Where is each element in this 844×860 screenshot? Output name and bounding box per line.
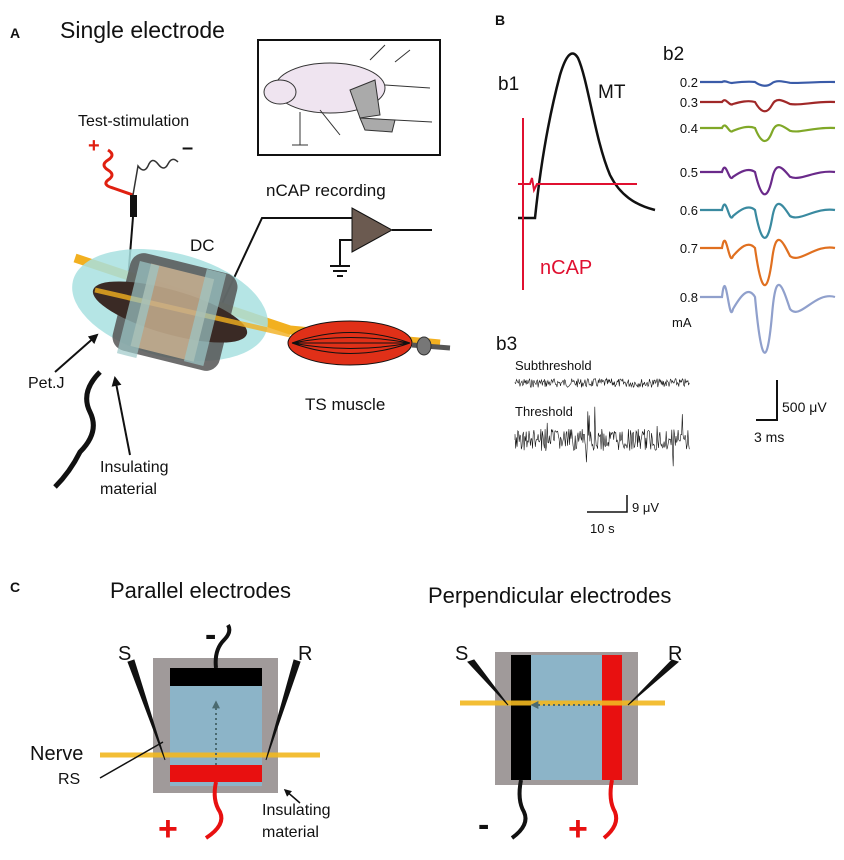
stimulation-wires-part xyxy=(130,195,137,217)
current-labels: 0.2 0.3 0.4 0.5 0.6 0.7 0.8 xyxy=(680,75,698,305)
perpendicular-electrode-part xyxy=(511,655,531,780)
muscle xyxy=(288,321,450,365)
b2-trace xyxy=(700,125,835,141)
perpendicular-electrode-part xyxy=(604,780,616,838)
b2-trace xyxy=(700,167,835,194)
figure: A Single electrode Test-stimulation + – … xyxy=(0,0,844,860)
mt-label: MT xyxy=(598,82,626,103)
panel-label: A xyxy=(10,25,20,41)
recording-label: nCAP recording xyxy=(266,181,386,200)
panel-label: B xyxy=(495,12,505,28)
current-label: 0.2 xyxy=(680,75,698,90)
current-label: 0.7 xyxy=(680,241,698,256)
b2-traces xyxy=(700,81,835,353)
perpendicular-electrode-part xyxy=(512,780,526,838)
r-label: R xyxy=(298,643,312,665)
panel-title: Perpendicular electrodes xyxy=(428,583,671,608)
b2-trace xyxy=(700,240,835,285)
s-label: S xyxy=(118,643,131,665)
current-label: 0.3 xyxy=(680,95,698,110)
plus-sign: + xyxy=(88,135,100,157)
scale-label: 9 μV xyxy=(632,500,659,515)
nerve-label: Nerve xyxy=(30,743,83,765)
parallel-electrode-part xyxy=(170,668,262,686)
panel-a: A Single electrode Test-stimulation + – … xyxy=(10,17,450,498)
insulating-label: Insulating xyxy=(100,459,169,476)
current-label: 0.5 xyxy=(680,165,698,180)
stimulation-wires-part xyxy=(104,150,133,195)
insulating-label: material xyxy=(100,481,157,498)
muscle-part xyxy=(417,337,431,355)
mouse-inset xyxy=(258,40,440,155)
rs-label: RS xyxy=(58,771,80,788)
stimulation-wires-part xyxy=(133,159,178,195)
insulating-label: material xyxy=(262,824,319,841)
unit-label: mA xyxy=(672,315,692,330)
mt-trace xyxy=(518,53,655,218)
scale-label: 3 ms xyxy=(754,429,784,445)
b2-trace xyxy=(700,204,835,238)
arrow xyxy=(55,335,97,372)
mouse-inset-part xyxy=(360,118,395,132)
panel-title: Parallel electrodes xyxy=(110,578,291,603)
petj-label: Pet.J xyxy=(28,375,64,392)
b2-trace xyxy=(700,285,835,353)
minus-sign: - xyxy=(205,616,216,654)
subpanel-label: b1 xyxy=(498,74,519,95)
insulating-label: Insulating xyxy=(262,802,331,819)
dc-label: DC xyxy=(190,236,215,255)
noise-traces xyxy=(515,379,689,467)
current-label: 0.6 xyxy=(680,203,698,218)
scale-bar xyxy=(756,380,777,420)
b2-trace xyxy=(700,100,835,111)
panel-label: C xyxy=(10,579,20,595)
sub-label: Subthreshold xyxy=(515,358,592,373)
minus-sign: - xyxy=(478,806,489,844)
arrow xyxy=(115,378,130,455)
s-label: S xyxy=(455,643,468,665)
perpendicular-electrode-part xyxy=(602,655,622,780)
r-label: R xyxy=(668,643,682,665)
current-label: 0.4 xyxy=(680,121,698,136)
mouse-inset-part xyxy=(264,80,296,104)
noise-trace xyxy=(515,379,689,388)
panel-b: B b1 MT nCAP b2 0.2 0.3 0.4 0.5 0.6 0.7 0.8 mA… xyxy=(495,12,835,536)
plus-sign: + xyxy=(158,810,178,848)
panel-c: C Parallel electrodes Perpendicular elec… xyxy=(10,578,682,848)
minus-sign: – xyxy=(182,137,193,159)
subpanel-label: b2 xyxy=(663,44,684,65)
b2-trace xyxy=(700,81,835,86)
scale-label: 10 s xyxy=(590,521,615,536)
scale-bar xyxy=(587,495,627,512)
current-label: 0.8 xyxy=(680,290,698,305)
parallel-electrode-part xyxy=(170,765,262,782)
amplifier-part xyxy=(352,208,392,252)
plus-sign: + xyxy=(568,810,588,848)
thr-label: Threshold xyxy=(515,404,573,419)
scale-label: 500 μV xyxy=(782,399,827,415)
stimulation-label: Test-stimulation xyxy=(78,113,189,130)
ncap-label: nCAP xyxy=(540,257,592,279)
subpanel-label: b3 xyxy=(496,334,517,355)
panel-title: Single electrode xyxy=(60,17,225,43)
muscle-label: TS muscle xyxy=(305,395,385,414)
